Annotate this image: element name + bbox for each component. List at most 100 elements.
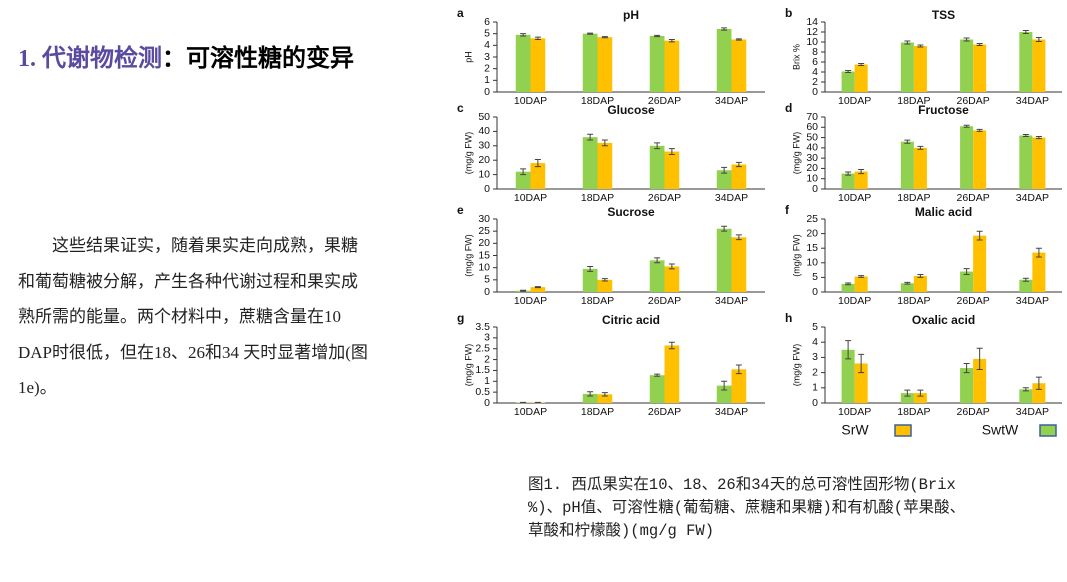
error-bar [587, 265, 594, 272]
bar [913, 147, 927, 189]
y-tick-label: 0 [484, 86, 490, 98]
x-tick-label: 18DAP [581, 95, 614, 107]
bar [582, 268, 598, 292]
figure-caption: 图1. 西瓜果实在10、18、26和34天的总可溶性固形物(Brix %)、pH… [528, 476, 966, 540]
bar [515, 34, 531, 92]
bar [716, 29, 732, 92]
bar [913, 46, 927, 92]
error-bar [917, 145, 924, 150]
y-tick-label: 4 [484, 39, 490, 51]
error-bar [534, 286, 541, 289]
error-bar [654, 373, 661, 377]
bar [649, 145, 665, 189]
bar [582, 137, 598, 189]
error-bar [587, 391, 594, 397]
chart-title: Malic acid [915, 205, 972, 219]
y-tick-label: 30 [806, 152, 818, 164]
y-tick-label: 40 [478, 125, 490, 137]
error-bar [735, 234, 742, 241]
x-tick-label: 10DAP [514, 95, 547, 107]
y-tick-label: 0 [812, 86, 818, 98]
error-bar [1035, 376, 1042, 390]
error-bar [601, 278, 608, 282]
error-bar [1035, 247, 1042, 258]
bar [530, 163, 546, 189]
error-bar [858, 275, 865, 278]
x-tick-label: 10DAP [514, 295, 547, 307]
y-tick-label: 2 [484, 353, 490, 365]
legend-label: SrW [841, 422, 869, 438]
error-bar [668, 341, 675, 350]
x-tick-label: 10DAP [514, 192, 547, 204]
error-bar [858, 63, 865, 66]
x-tick-label: 26DAP [956, 406, 989, 418]
y-tick-label: 20 [478, 237, 490, 249]
error-bar [534, 158, 541, 168]
bar [731, 237, 747, 292]
bar [597, 142, 613, 189]
y-tick-label: 10 [478, 168, 490, 180]
y-tick-label: 5 [812, 321, 818, 333]
bar [664, 151, 680, 189]
y-axis-label: (mg/g FW) [791, 234, 801, 277]
y-axis-label: (mg/g FW) [463, 234, 473, 277]
error-bar [963, 362, 970, 374]
error-bar [1022, 133, 1029, 138]
x-tick-label: 10DAP [838, 192, 871, 204]
x-tick-label: 34DAP [1016, 406, 1049, 418]
bar [973, 235, 987, 292]
error-bar [654, 142, 661, 150]
y-tick-label: 60 [806, 121, 818, 133]
legend-swatch [1039, 424, 1057, 437]
error-bar [668, 148, 675, 155]
chart-title: Oxalic acid [912, 313, 975, 327]
x-tick-label: 34DAP [715, 295, 748, 307]
bar [1032, 252, 1046, 292]
x-tick-label: 18DAP [897, 406, 930, 418]
error-bar [601, 36, 608, 39]
bar [1019, 32, 1033, 92]
panel-label: b [785, 6, 792, 20]
error-bar [904, 139, 911, 144]
bar [960, 271, 974, 292]
y-tick-label: 5 [812, 271, 818, 283]
error-bar [858, 353, 865, 374]
x-tick-label: 18DAP [581, 295, 614, 307]
bar [900, 283, 914, 292]
bar [854, 171, 868, 189]
bar [1019, 389, 1033, 403]
error-bar [845, 171, 852, 176]
y-tick-label: 0 [484, 286, 490, 298]
bar [1032, 383, 1046, 403]
bar [716, 385, 732, 403]
y-tick-label: 2 [812, 76, 818, 88]
bar [960, 39, 974, 92]
error-bar [668, 39, 675, 43]
bar [664, 40, 680, 92]
bar [960, 368, 974, 403]
chart-title: Fructose [918, 103, 969, 117]
error-bar [721, 27, 728, 31]
y-tick-label: 3 [812, 351, 818, 363]
panel-label: c [457, 101, 464, 115]
bar [649, 375, 665, 403]
y-tick-label: 10 [478, 261, 490, 273]
y-tick-label: 2 [812, 366, 818, 378]
heading: 1. 代谢物检测：可溶性糖的变异 [18, 32, 358, 87]
chart-title: TSS [932, 8, 955, 22]
error-bar [601, 392, 608, 397]
y-axis-label: (mg/g FW) [791, 344, 801, 387]
bar [597, 394, 613, 403]
error-bar [963, 37, 970, 42]
y-tick-label: 14 [806, 16, 818, 28]
panel-label: g [457, 311, 464, 325]
bar [900, 393, 914, 403]
error-bar [845, 340, 852, 360]
bar [900, 141, 914, 189]
error-bar [976, 230, 983, 241]
error-bar [904, 389, 911, 397]
panel-label: a [457, 6, 464, 20]
y-tick-label: 40 [806, 142, 818, 154]
error-bar [976, 128, 983, 132]
error-bar [904, 281, 911, 285]
